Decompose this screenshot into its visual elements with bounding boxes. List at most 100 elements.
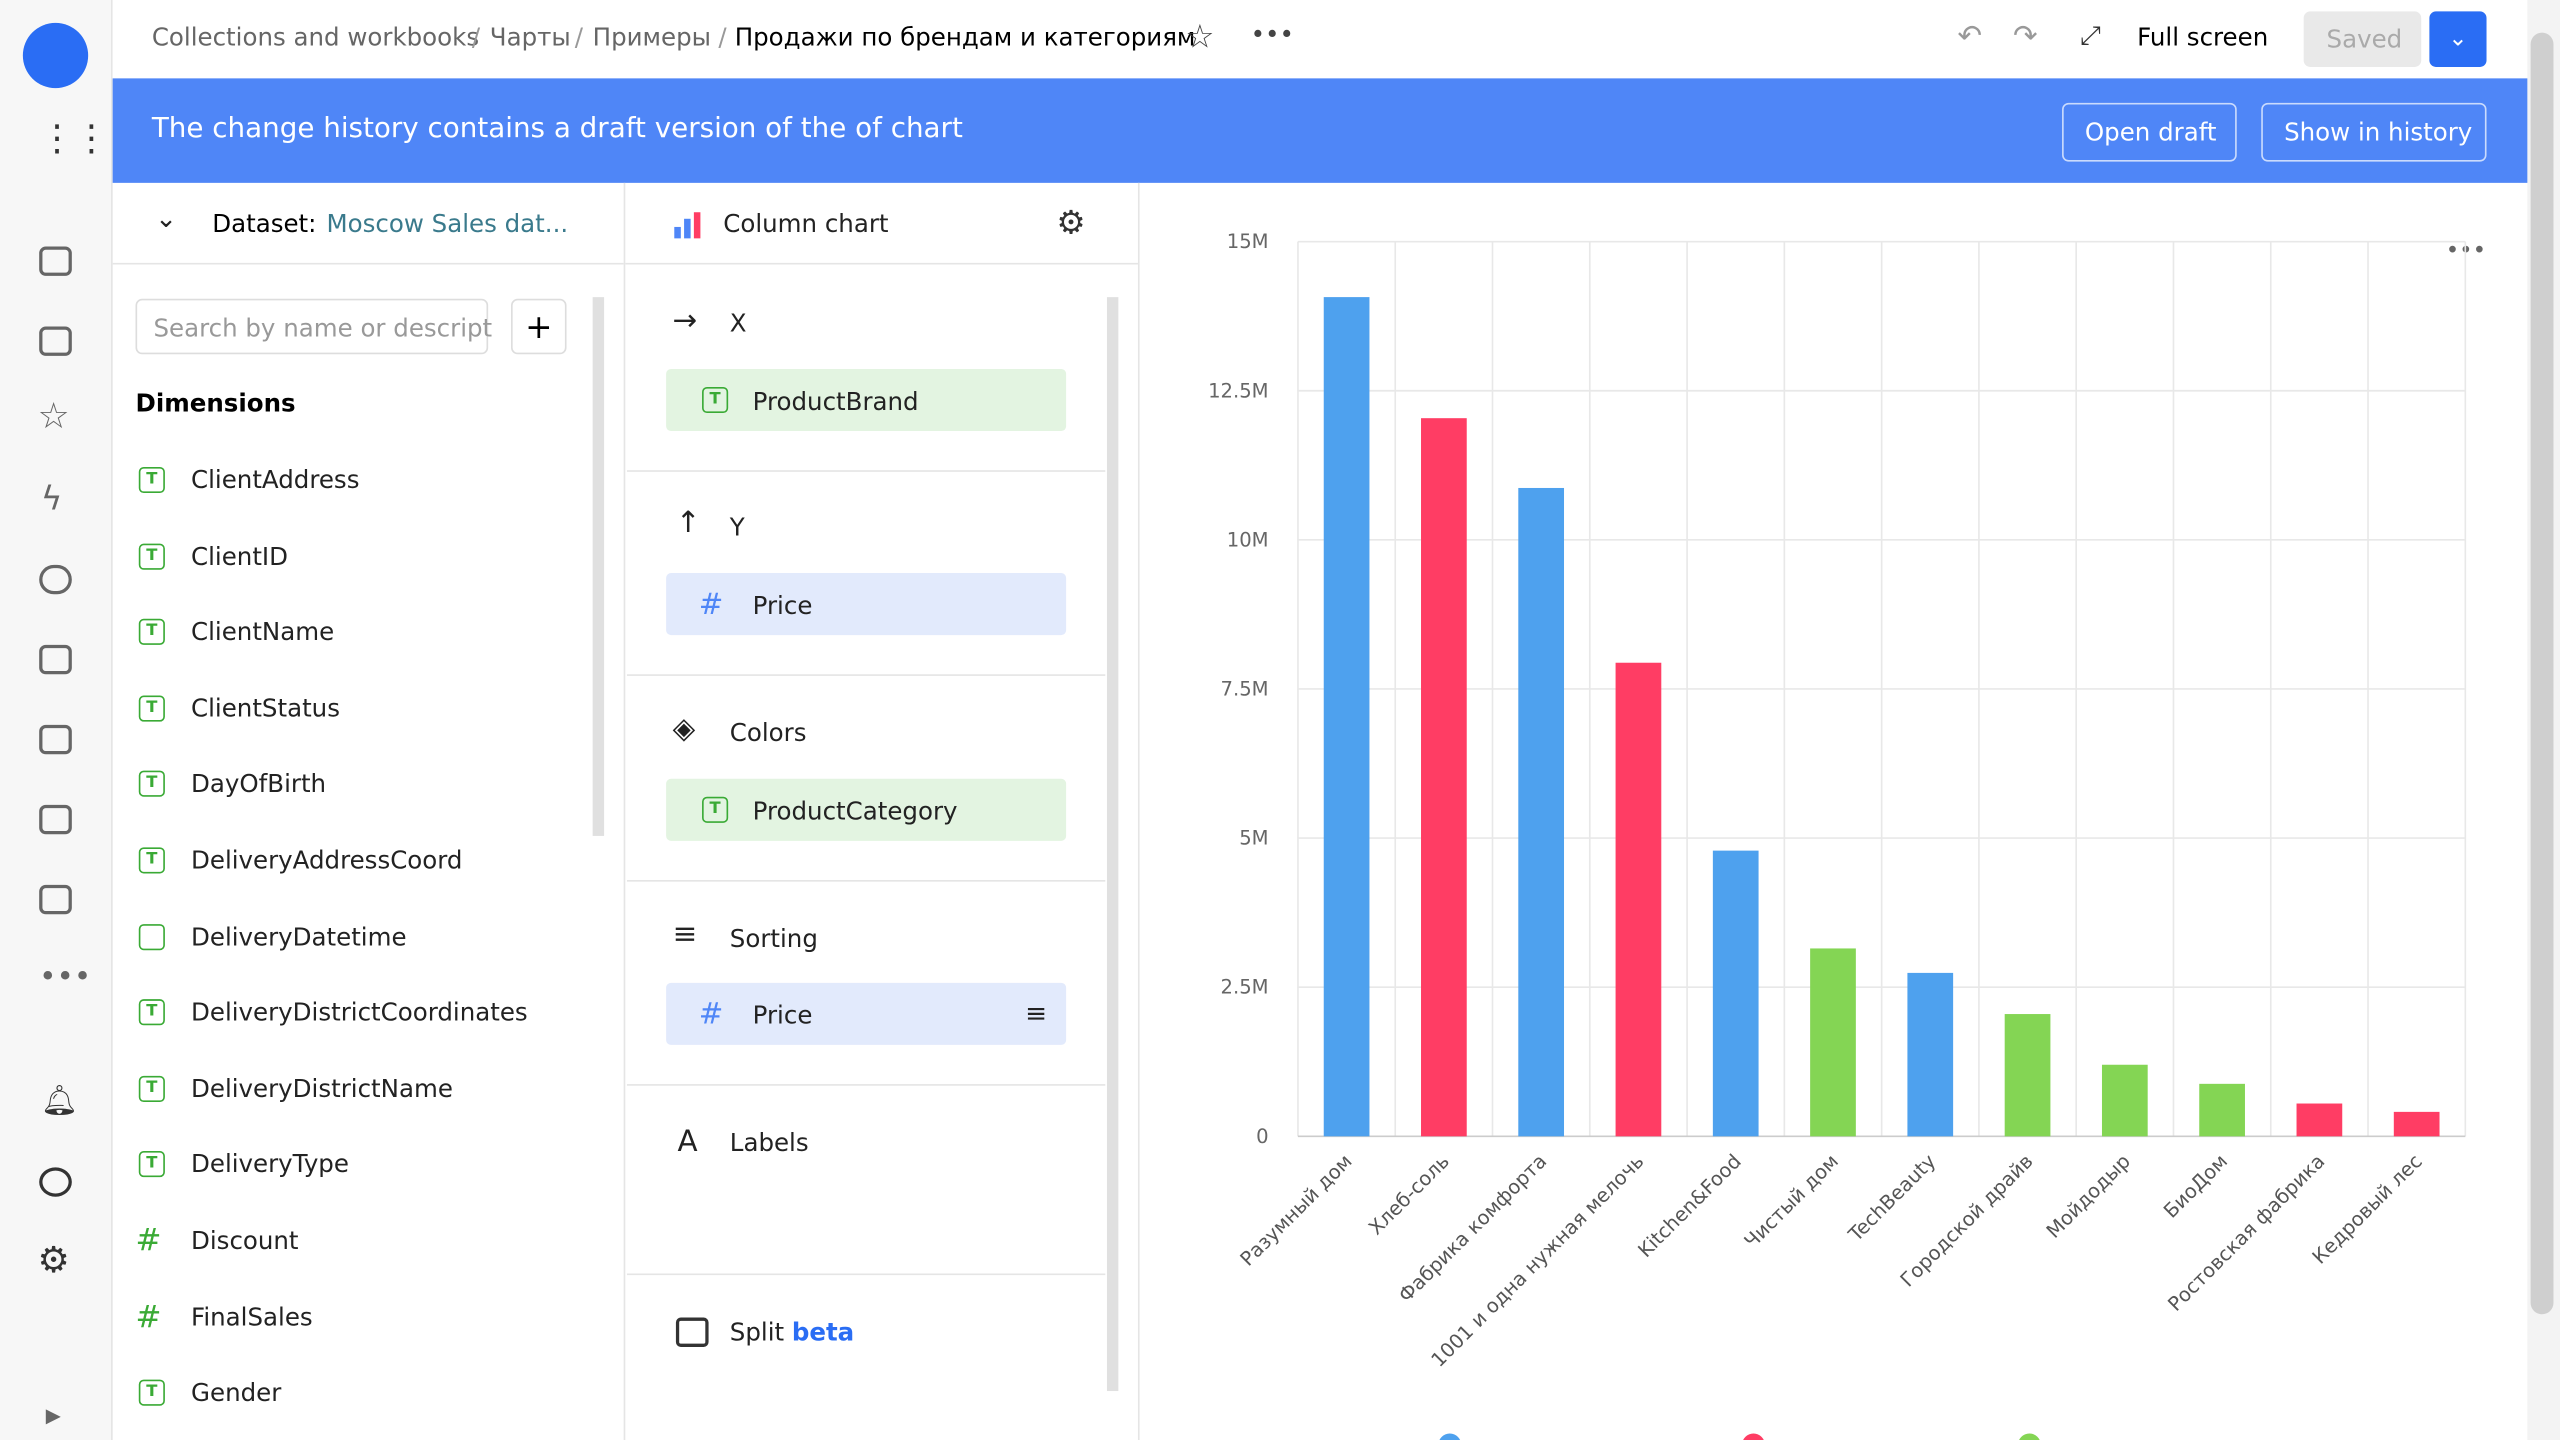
field-name[interactable]: FinalSales xyxy=(191,1302,313,1332)
breadcrumb[interactable]: Collections and workbooks xyxy=(151,22,480,53)
collapse-icon[interactable]: ⌄ xyxy=(155,202,177,234)
text-icon: T xyxy=(138,466,165,494)
sort-direction-icon[interactable]: ≡ xyxy=(1025,997,1048,1029)
settings-icon[interactable]: ⚙ xyxy=(1056,202,1086,242)
scroll-thumb[interactable] xyxy=(2530,32,2554,1315)
undo-icon[interactable]: ↶ xyxy=(1957,19,1983,54)
open-draft-button[interactable]: Open draft xyxy=(2062,102,2237,162)
nav-icon[interactable]: ☆ xyxy=(37,396,70,438)
bar xyxy=(2296,1103,2343,1137)
field-pill[interactable]: # Price ≡ xyxy=(666,982,1067,1045)
nav-icon[interactable] xyxy=(39,884,72,915)
nav-icon[interactable]: ϟ xyxy=(40,478,63,518)
more-icon[interactable]: ••• xyxy=(39,959,92,995)
field-name[interactable]: Gender xyxy=(191,1378,282,1408)
expand-icon[interactable]: ▶ xyxy=(45,1404,61,1427)
field-name[interactable]: ClientAddress xyxy=(191,465,360,495)
y-tick-label: 10M xyxy=(1227,528,1269,551)
add-button[interactable]: + xyxy=(511,298,567,355)
section-title: Labels xyxy=(729,1128,809,1158)
saved-label: Saved xyxy=(2326,24,2403,54)
redo-icon[interactable]: ↷ xyxy=(2013,19,2038,54)
y-tick-label: 0 xyxy=(1256,1125,1268,1148)
bar xyxy=(2101,1064,2148,1137)
banner: The change history contains a draft vers… xyxy=(112,78,2529,183)
nav-icon[interactable] xyxy=(39,564,72,595)
pill-label: Price xyxy=(752,591,813,621)
field-name[interactable]: DeliveryType xyxy=(191,1150,349,1180)
x-tick-label: Чистый дом xyxy=(1740,1150,1843,1253)
bell-icon[interactable]: 🔔︎ xyxy=(40,1084,79,1119)
text-icon: T xyxy=(138,1379,165,1407)
fullscreen-icon[interactable]: ⤢ xyxy=(2080,19,2101,51)
nav-icon[interactable] xyxy=(39,246,72,276)
pill-label: ProductBrand xyxy=(752,386,919,417)
field-name[interactable]: ClientName xyxy=(191,617,335,647)
bar xyxy=(2199,1083,2245,1137)
number-icon: # xyxy=(135,1222,162,1259)
field-name[interactable]: DayOfBirth xyxy=(191,769,327,800)
text-icon: T xyxy=(702,796,729,823)
more-icon[interactable]: ••• xyxy=(1250,19,1294,49)
x-tick-label: 1001 и одна нужная мелочь xyxy=(1427,1150,1649,1372)
beta-badge: beta xyxy=(791,1317,855,1347)
saved-button[interactable]: Saved xyxy=(2303,11,2422,67)
nav-icon[interactable] xyxy=(39,724,72,755)
field-name[interactable]: DeliveryDistrictName xyxy=(191,1073,453,1104)
legend-marker xyxy=(2019,1433,2040,1440)
breadcrumb[interactable]: Чарты xyxy=(489,22,571,53)
fullscreen-button[interactable]: Full screen xyxy=(2137,22,2269,53)
help-icon[interactable] xyxy=(39,1167,72,1197)
dataset-name[interactable]: Moscow Sales dat... xyxy=(326,208,569,239)
text-icon: T xyxy=(138,543,165,570)
page-scrollbar[interactable] xyxy=(2527,0,2560,1440)
separator: / xyxy=(574,22,583,53)
field-pill[interactable]: T ProductCategory xyxy=(666,778,1067,841)
legend-marker xyxy=(1439,1433,1461,1440)
scrollbar[interactable] xyxy=(1106,297,1119,1392)
x-tick-label: Ростовская фабрика xyxy=(2163,1150,2329,1316)
nav-icon[interactable] xyxy=(39,644,72,675)
field-name[interactable]: ClientID xyxy=(191,541,289,571)
logo[interactable] xyxy=(22,22,89,89)
x-tick-label: Мойдодыр xyxy=(2042,1150,2135,1243)
nav-icon[interactable] xyxy=(39,326,72,356)
field-name[interactable]: DeliveryAddressCoord xyxy=(191,845,463,876)
field-name[interactable]: Discount xyxy=(191,1226,299,1256)
field-pill[interactable]: # Price xyxy=(666,573,1067,636)
text-icon: T xyxy=(138,695,165,722)
text-icon: T xyxy=(138,1151,165,1178)
number-icon: # xyxy=(698,587,724,623)
chart-type[interactable]: Column chart xyxy=(723,208,889,239)
dropdown-button[interactable]: ⌄ xyxy=(2429,11,2487,67)
y-tick-label: 2.5M xyxy=(1221,976,1269,999)
x-tick-label: TechBeauty xyxy=(1843,1150,1940,1247)
section-title: Sorting xyxy=(729,924,818,954)
field-name[interactable]: DeliveryDistrictCoordinates xyxy=(191,997,528,1028)
scrollbar[interactable] xyxy=(592,297,605,836)
bar xyxy=(2393,1111,2440,1137)
number-icon: # xyxy=(135,1298,162,1335)
x-tick-label: Разумный дом xyxy=(1236,1150,1357,1271)
text-icon: T xyxy=(138,619,165,646)
side-nav: ⋮⋮⋮ ☆ ϟ ••• 🔔︎ ⚙ ▶ xyxy=(0,0,144,1440)
y-tick-label: 7.5M xyxy=(1221,678,1269,701)
bar xyxy=(1907,972,1954,1137)
separator: / xyxy=(718,22,727,53)
favorite-icon[interactable]: ☆ xyxy=(1185,16,1215,56)
dimensions-title: Dimensions xyxy=(135,388,296,418)
field-name[interactable]: ClientStatus xyxy=(191,693,340,723)
nav-icon[interactable] xyxy=(39,804,72,835)
field-pill[interactable]: T ProductBrand xyxy=(666,368,1067,432)
field-name[interactable]: DeliveryDatetime xyxy=(191,921,407,952)
show-history-button[interactable]: Show in history xyxy=(2261,102,2487,162)
bar xyxy=(1518,487,1565,1137)
breadcrumb[interactable]: Примеры xyxy=(592,22,711,53)
banner-text: The change history contains a draft vers… xyxy=(151,112,963,146)
labels-icon: A xyxy=(677,1124,698,1160)
settings-icon[interactable]: ⚙ xyxy=(37,1240,70,1282)
bar xyxy=(1421,418,1467,1137)
search-input[interactable]: Search by name or descript xyxy=(135,298,492,355)
